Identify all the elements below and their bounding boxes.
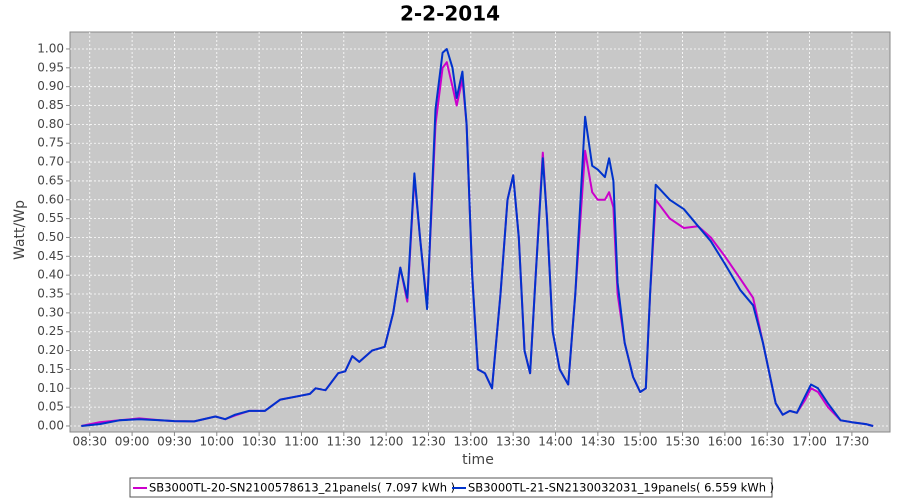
x-tick-label: 12:30 — [411, 435, 446, 449]
x-tick-label: 13:00 — [454, 435, 489, 449]
y-tick-label: 0.45 — [37, 249, 64, 263]
x-tick-label: 15:30 — [665, 435, 700, 449]
y-tick-label: 0.15 — [37, 362, 64, 376]
x-tick-label: 17:00 — [792, 435, 827, 449]
x-tick-label: 09:30 — [157, 435, 192, 449]
y-tick-label: 0.25 — [37, 324, 64, 338]
x-tick-label: 14:30 — [581, 435, 616, 449]
x-tick-label: 16:00 — [708, 435, 743, 449]
x-tick-label: 16:30 — [750, 435, 785, 449]
y-tick-label: 0.20 — [37, 343, 64, 357]
x-tick-label: 11:30 — [327, 435, 362, 449]
legend-box — [129, 477, 773, 498]
x-tick-label: 17:30 — [835, 435, 870, 449]
plot-area — [69, 31, 891, 433]
y-tick-label: 0.30 — [37, 305, 64, 319]
y-tick-label: 0.35 — [37, 287, 64, 301]
y-tick-label: 0.00 — [37, 418, 64, 432]
y-tick-label: 0.55 — [37, 211, 64, 225]
y-tick-label: 0.70 — [37, 155, 64, 169]
x-tick-label: 11:00 — [284, 435, 319, 449]
y-tick-label: 0.10 — [37, 381, 64, 395]
legend-label: SB3000TL-21-SN2130032031_19panels( 6.559… — [468, 481, 774, 495]
y-tick-label: 0.75 — [37, 136, 64, 150]
y-tick-label: 0.05 — [37, 400, 64, 414]
y-tick-label: 0.40 — [37, 268, 64, 282]
y-tick-label: 0.85 — [37, 98, 64, 112]
y-tick-label: 0.80 — [37, 117, 64, 131]
y-tick-label: 0.60 — [37, 192, 64, 206]
x-tick-label: 14:00 — [538, 435, 573, 449]
y-axis-label: Watt/Wp — [12, 200, 28, 260]
x-tick-label: 13:30 — [496, 435, 531, 449]
y-tick-label: 0.65 — [37, 173, 64, 187]
legend-label: SB3000TL-20-SN2100578613_21panels( 7.097… — [149, 481, 455, 495]
y-tick-label: 0.90 — [37, 79, 64, 93]
x-tick-label: 10:00 — [199, 435, 234, 449]
chart-title: 2-2-2014 — [400, 2, 500, 26]
y-tick-label: 0.95 — [37, 60, 64, 74]
x-tick-label: 12:00 — [369, 435, 404, 449]
y-tick-label: 1.00 — [37, 41, 64, 55]
y-tick-label: 0.50 — [37, 230, 64, 244]
x-tick-label: 10:30 — [242, 435, 277, 449]
x-tick-label: 09:00 — [115, 435, 150, 449]
x-tick-label: 08:30 — [72, 435, 107, 449]
x-axis-label: time — [462, 452, 494, 468]
data-line — [81, 48, 874, 427]
x-tick-label: 15:00 — [623, 435, 658, 449]
